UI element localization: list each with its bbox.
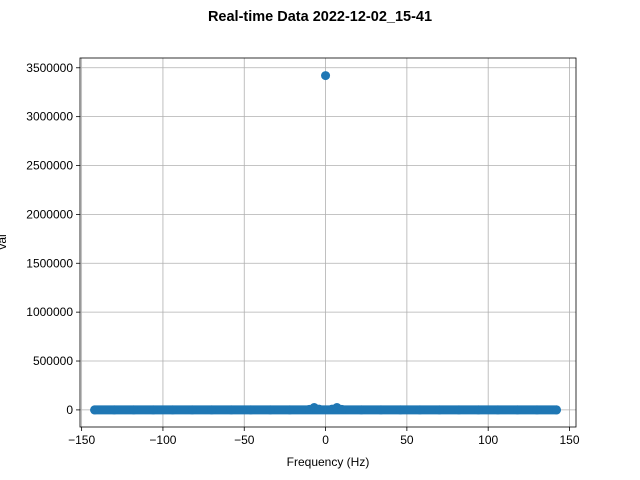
scatter-point: [493, 405, 503, 415]
scatter-point: [532, 405, 542, 415]
scatter-point: [454, 405, 464, 415]
y-tick-label: 0: [66, 403, 73, 417]
x-tick-label: −50: [234, 433, 255, 447]
x-tick-label: −150: [68, 433, 95, 447]
scatter-point: [90, 405, 100, 415]
scatter-point: [434, 405, 444, 415]
scatter-point: [314, 404, 324, 414]
y-tick-label: 1500000: [26, 256, 73, 270]
y-axis-label: val: [0, 234, 9, 249]
scatter-point: [285, 405, 295, 415]
scatter-point: [473, 405, 483, 415]
data-points: [90, 71, 561, 415]
scatter-point: [376, 405, 386, 415]
x-tick-label: 150: [559, 433, 579, 447]
scatter-point: [321, 71, 331, 81]
y-tick-label: 1000000: [26, 305, 73, 319]
x-axis: −150 −100 −50 0 50 100 150: [68, 427, 580, 447]
y-tick-label: 2000000: [26, 207, 73, 221]
scatter-point: [395, 405, 405, 415]
scatter-point: [187, 405, 197, 415]
scatter-point: [207, 405, 217, 415]
y-tick-label: 3000000: [26, 110, 73, 124]
scatter-point: [512, 405, 522, 415]
scatter-point: [246, 405, 256, 415]
scatter-point: [265, 405, 275, 415]
plot-frame: [79, 57, 577, 428]
scatter-point: [226, 405, 236, 415]
x-tick-label: 50: [400, 433, 414, 447]
x-tick-label: 100: [478, 433, 498, 447]
scatter-point: [356, 405, 366, 415]
scatter-point: [109, 405, 119, 415]
y-tick-label: 2500000: [26, 159, 73, 173]
grid: [80, 58, 576, 427]
scatter-point: [415, 405, 425, 415]
scatter-point: [337, 404, 347, 414]
x-tick-label: 0: [322, 433, 329, 447]
chart-title: Real-time Data 2022-12-02_15-41: [208, 9, 432, 25]
x-tick-label: −100: [149, 433, 176, 447]
y-axis: 0 500000 1000000 1500000 2000000 2500000 30000…: [26, 61, 80, 417]
scatter-point: [129, 405, 139, 415]
y-tick-label: 500000: [33, 354, 73, 368]
scatter-point: [148, 405, 158, 415]
x-axis-label: Frequency (Hz): [287, 455, 370, 469]
scatter-point: [551, 405, 561, 415]
y-tick-label: 3500000: [26, 61, 73, 75]
scatter-point: [168, 405, 178, 415]
